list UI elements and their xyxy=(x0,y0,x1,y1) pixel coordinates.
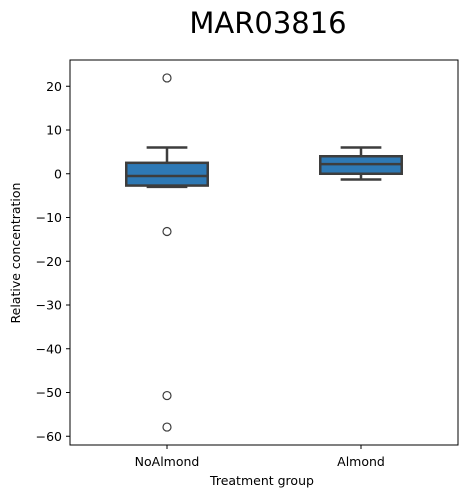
y-tick-label: −60 xyxy=(36,429,62,444)
y-tick-label: −20 xyxy=(36,254,62,269)
y-tick-label: −40 xyxy=(36,341,62,356)
outlier-point xyxy=(162,226,172,237)
y-tick-label: −10 xyxy=(36,210,62,225)
box-almond xyxy=(319,146,403,181)
outlier-point xyxy=(162,390,172,401)
y-tick-label: −50 xyxy=(36,385,62,400)
box-series xyxy=(125,73,403,432)
chart-title: MAR03816 xyxy=(189,6,346,40)
y-tick-label: −30 xyxy=(36,298,62,313)
y-axis: 20 10 0 −10 −20 −30 −40 −50 −60 xyxy=(36,79,70,444)
y-tick-label: 10 xyxy=(46,123,62,138)
outlier-point xyxy=(162,422,172,432)
x-tick-label: Almond xyxy=(337,454,385,469)
plot-area-frame xyxy=(69,59,459,446)
x-tick-label: NoAlmond xyxy=(135,454,200,469)
y-axis-label: Relative concentration xyxy=(8,183,23,324)
outlier-point xyxy=(162,73,172,83)
interquartile-box xyxy=(125,161,209,187)
box-noalmond xyxy=(125,73,209,432)
y-tick-label: 20 xyxy=(46,79,62,94)
x-axis: NoAlmond Almond xyxy=(135,445,385,469)
x-axis-label: Treatment group xyxy=(209,473,314,488)
y-tick-label: 0 xyxy=(54,166,62,181)
